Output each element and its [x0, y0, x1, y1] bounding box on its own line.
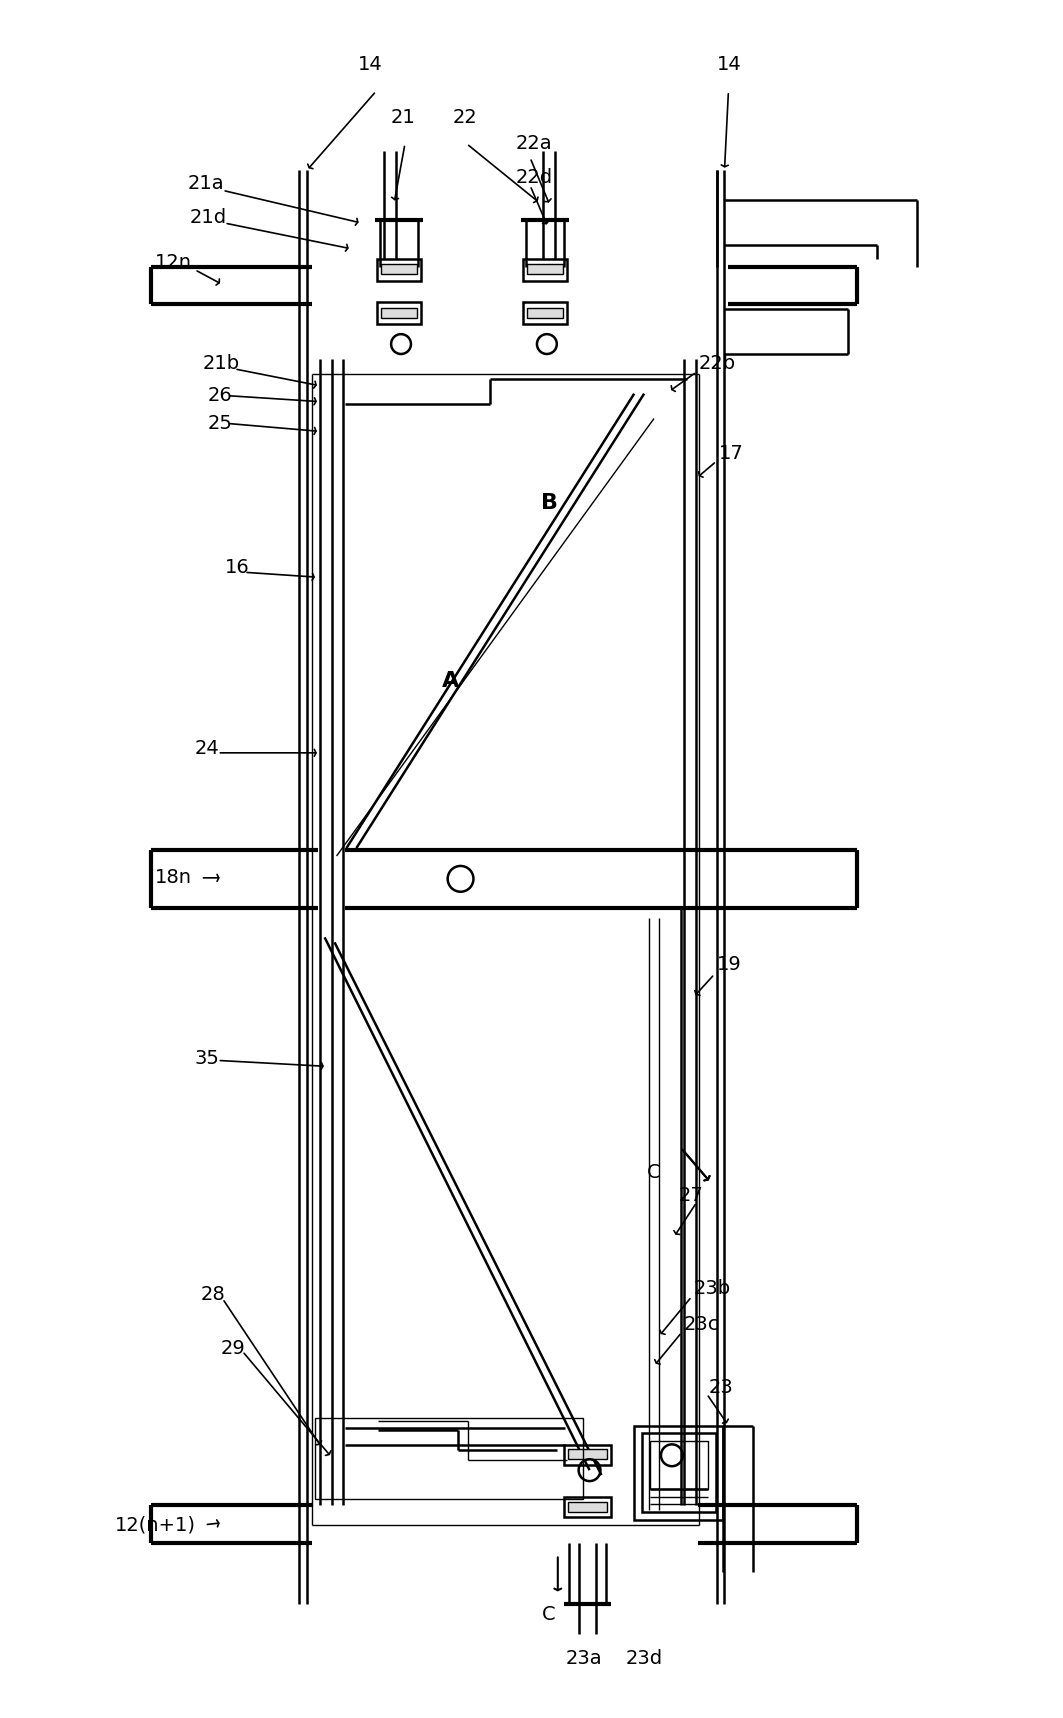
Text: 29: 29	[220, 1338, 246, 1357]
Text: 17: 17	[719, 443, 743, 462]
Bar	[635, 1426, 724, 1520]
Bar	[563, 1445, 611, 1465]
Text: 23c: 23c	[684, 1314, 720, 1333]
Bar	[563, 1496, 611, 1517]
Bar	[315, 1417, 583, 1498]
Bar	[377, 302, 421, 325]
Bar	[568, 1502, 607, 1512]
Text: 18n: 18n	[155, 868, 192, 888]
Text: 19: 19	[716, 955, 741, 974]
Text: 21: 21	[391, 108, 416, 127]
Text: C: C	[542, 1605, 556, 1624]
Bar	[651, 1441, 708, 1490]
Text: 22a: 22a	[516, 134, 552, 153]
Bar	[382, 263, 417, 273]
Text: 12(n+1): 12(n+1)	[115, 1515, 197, 1534]
Text: 14: 14	[716, 55, 741, 74]
Text: 26: 26	[207, 387, 233, 405]
Text: 23a: 23a	[566, 1649, 603, 1668]
Bar	[377, 259, 421, 280]
Text: 24: 24	[195, 739, 219, 758]
Text: 22b: 22b	[698, 354, 736, 373]
Text: C: C	[647, 1163, 661, 1182]
Text: 23d: 23d	[625, 1649, 662, 1668]
Text: B: B	[541, 493, 558, 512]
Text: 28: 28	[201, 1285, 225, 1304]
Bar	[642, 1433, 715, 1512]
Text: 27: 27	[679, 1185, 704, 1204]
Text: 21a: 21a	[188, 174, 224, 192]
Text: 22: 22	[453, 108, 477, 127]
Bar	[527, 308, 562, 318]
Text: 21d: 21d	[189, 208, 226, 227]
Text: 22d: 22d	[516, 168, 553, 187]
Text: 12n: 12n	[155, 253, 192, 271]
Bar	[523, 302, 567, 325]
Text: 25: 25	[207, 414, 233, 433]
Bar	[527, 263, 562, 273]
Text: 23: 23	[709, 1378, 733, 1397]
Text: 23b: 23b	[694, 1280, 731, 1299]
Bar	[382, 308, 417, 318]
Text: 16: 16	[224, 558, 249, 577]
Bar	[523, 259, 567, 280]
Bar	[568, 1450, 607, 1459]
Text: 35: 35	[195, 1050, 220, 1069]
Text: 21b: 21b	[203, 354, 240, 373]
Text: A: A	[442, 672, 459, 691]
Text: 14: 14	[357, 55, 382, 74]
